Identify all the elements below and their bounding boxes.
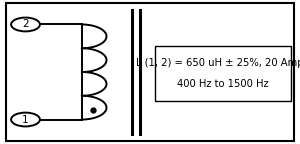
Text: L (1, 2) = 650 uH ± 25%, 20 Amps: L (1, 2) = 650 uH ± 25%, 20 Amps bbox=[136, 58, 300, 68]
Text: 1: 1 bbox=[22, 114, 29, 125]
Text: 400 Hz to 1500 Hz: 400 Hz to 1500 Hz bbox=[177, 78, 268, 89]
Circle shape bbox=[11, 113, 40, 126]
Circle shape bbox=[11, 18, 40, 31]
Text: 2: 2 bbox=[22, 19, 29, 30]
FancyBboxPatch shape bbox=[154, 46, 291, 101]
